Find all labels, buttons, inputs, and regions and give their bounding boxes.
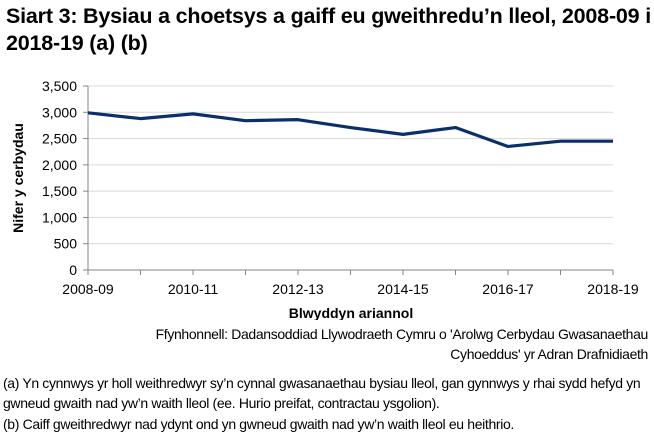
x-axis-title: Blwyddyn ariannol xyxy=(289,305,413,320)
y-tick-label: 2,500 xyxy=(42,131,77,147)
footnote-b: (b) Caiff gweithredwyr nad ydynt ond yn … xyxy=(3,416,514,432)
footnote-a: (a) Yn cynnwys yr holl weithredwyr sy’n … xyxy=(3,375,641,411)
gridlines xyxy=(88,85,613,245)
x-tick-label: 2010-11 xyxy=(168,281,219,297)
y-tick-label: 3,000 xyxy=(42,104,77,120)
x-tick-label: 2018-19 xyxy=(587,281,639,297)
chart-title: Siart 3: Bysiau a choetsys a gaiff eu gw… xyxy=(6,4,651,55)
y-axis: 0 500 1,000 1,500 2,000 2,500 3,000 3,500 xyxy=(42,78,89,278)
line-chart: 0 500 1,000 1,500 2,000 2,500 3,000 3,500 2008-… xyxy=(10,78,639,320)
y-tick-label: 1,500 xyxy=(42,183,77,199)
x-tick-label: 2012-13 xyxy=(272,281,324,297)
y-axis-title: Nifer y cerbydau xyxy=(10,123,26,233)
y-tick-label: 0 xyxy=(69,262,77,278)
x-tick-label: 2008-09 xyxy=(62,281,114,297)
source-note: Ffynhonnell: Dadansoddiad Llywodraeth Cy… xyxy=(155,326,649,362)
y-tick-label: 3,500 xyxy=(42,78,77,94)
y-tick-label: 2,000 xyxy=(42,157,77,173)
y-tick-label: 1,000 xyxy=(42,209,77,225)
y-tick-label: 500 xyxy=(54,236,78,252)
x-axis: 2008-09 2010-11 2012-13 2014-15 2016-17 2018-… xyxy=(62,269,639,297)
x-tick-label: 2014-15 xyxy=(377,281,429,297)
data-series-line xyxy=(87,111,613,149)
x-tick-label: 2016-17 xyxy=(482,281,534,297)
